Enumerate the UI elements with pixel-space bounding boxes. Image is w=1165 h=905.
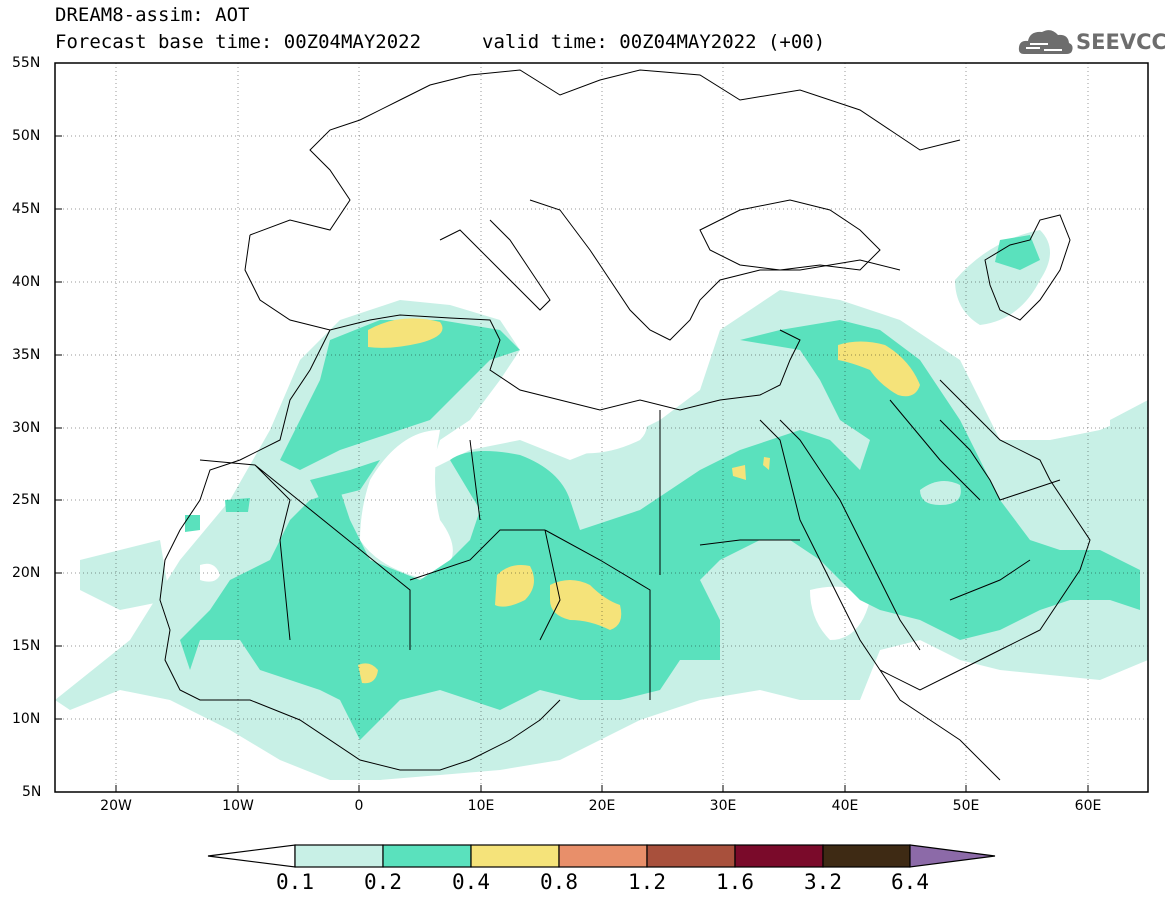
lon-label: 10E (467, 798, 495, 814)
lat-label: 35N (12, 347, 41, 363)
colorbar-label: 1.2 (628, 870, 666, 894)
colorbar-segment-above (909, 844, 996, 868)
lon-label: 10W (222, 798, 254, 814)
lat-label: 15N (12, 638, 41, 654)
valid-time: valid time: 00Z04MAY2022 (+00) (482, 31, 826, 53)
colorbar-label: 1.6 (716, 870, 754, 894)
colorbar (207, 844, 996, 868)
lat-label: 30N (12, 420, 41, 436)
colorbar-segment-1 (294, 844, 384, 868)
lon-label: 30E (709, 798, 737, 814)
colorbar-segment-2 (382, 844, 472, 868)
lat-label: 40N (12, 274, 41, 290)
aot-holes (200, 390, 870, 640)
aot-inner-holes (920, 481, 961, 505)
lon-label: 60E (1074, 798, 1102, 814)
lat-label: 50N (12, 128, 41, 144)
aot-contour-0.4 (358, 318, 920, 684)
lat-label: 55N (12, 55, 41, 71)
logo-text: SEEVCCC (1076, 30, 1165, 54)
colorbar-label: 0.1 (276, 870, 314, 894)
gridlines (55, 63, 1148, 792)
colorbar-segment-5 (646, 844, 736, 868)
colorbar-label: 6.4 (891, 870, 929, 894)
lon-label: 50E (952, 798, 980, 814)
lat-label: 20N (12, 565, 41, 581)
cloud-icon (1018, 30, 1073, 54)
colorbar-label: 0.8 (540, 870, 578, 894)
lat-label: 10N (12, 711, 41, 727)
chart-title: DREAM8-assim: AOT (55, 4, 250, 26)
colorbar-segment-4 (558, 844, 648, 868)
axis-ticks (55, 62, 1089, 792)
lon-label: 20E (588, 798, 616, 814)
base-time: Forecast base time: 00Z04MAY2022 (55, 31, 422, 53)
lon-label: 0 (354, 798, 364, 814)
seevccc-logo: SEEVCCC (1018, 24, 1165, 60)
colorbar-segment-3 (470, 844, 560, 868)
colorbar-label: 3.2 (804, 870, 842, 894)
lat-label: 25N (12, 492, 41, 508)
colorbar-segment-below (207, 844, 296, 868)
lat-label: 45N (12, 201, 41, 217)
lat-label: 5N (22, 784, 42, 800)
colorbar-segment-7 (822, 844, 911, 868)
colorbar-label: 0.2 (364, 870, 402, 894)
coastlines (159, 69, 1091, 781)
lon-label: 20W (100, 798, 132, 814)
colorbar-label: 0.4 (452, 870, 490, 894)
colorbar-segment-6 (734, 844, 824, 868)
lon-label: 40E (831, 798, 859, 814)
